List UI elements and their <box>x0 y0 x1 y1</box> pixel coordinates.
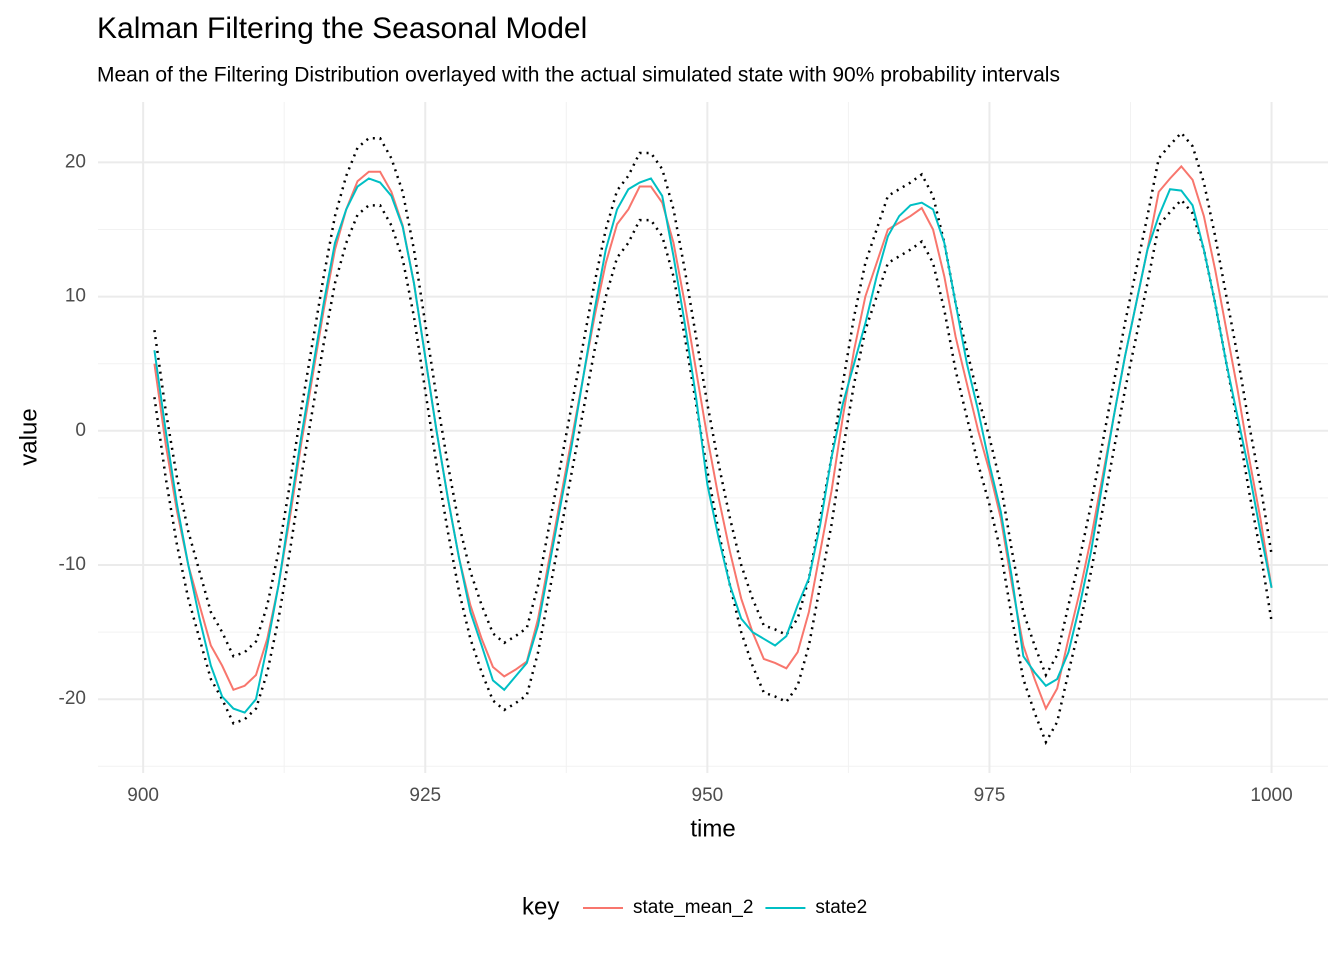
legend-label: state2 <box>815 897 867 918</box>
x-tick-label: 950 <box>692 785 724 806</box>
y-tick-label: -20 <box>59 688 86 709</box>
y-tick-label: -10 <box>59 554 86 575</box>
series-line <box>153 164 1273 711</box>
chart-subtitle: Mean of the Filtering Distribution overl… <box>97 64 1060 87</box>
chart-title: Kalman Filtering the Seasonal Model <box>97 12 587 45</box>
x-tick-label: 900 <box>127 785 159 806</box>
x-axis-title: time <box>690 815 735 842</box>
y-axis-title: value <box>15 408 42 465</box>
y-tick-label: 10 <box>65 286 86 307</box>
series-line <box>153 177 1273 714</box>
interval-line <box>153 198 1273 746</box>
legend-title: key <box>522 893 559 920</box>
interval-line <box>153 130 1273 678</box>
x-tick-label: 925 <box>409 785 441 806</box>
legend-label: state_mean_2 <box>633 897 753 918</box>
x-tick-label: 1000 <box>1250 785 1292 806</box>
x-tick-label: 975 <box>974 785 1006 806</box>
y-tick-label: 0 <box>75 420 86 441</box>
y-tick-label: 20 <box>65 151 86 172</box>
